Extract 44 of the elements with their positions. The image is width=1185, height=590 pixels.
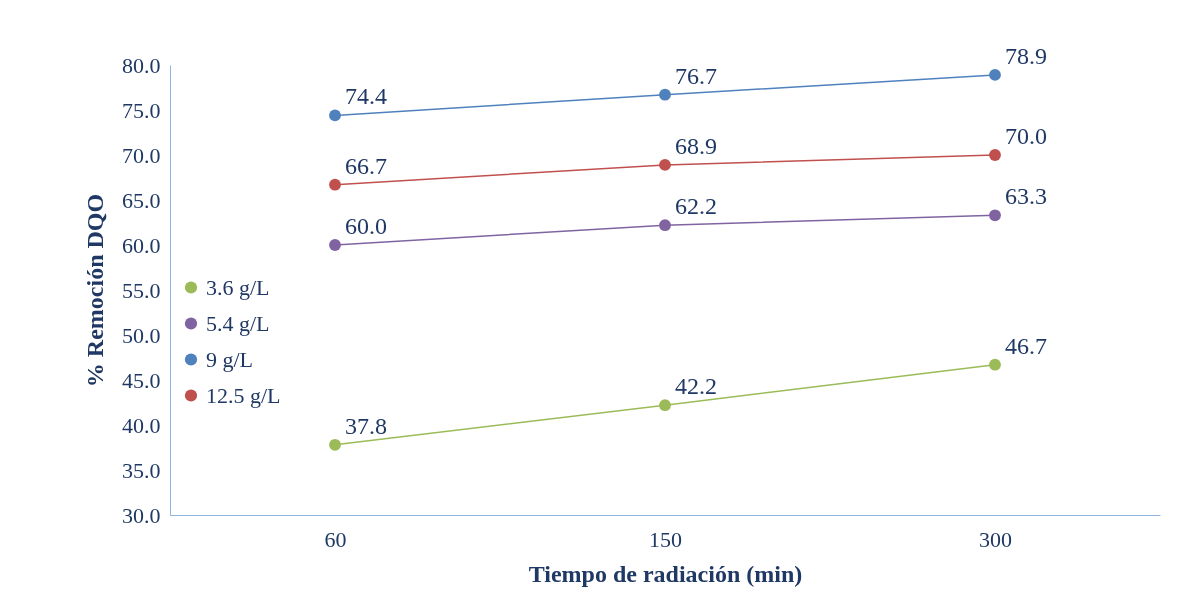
legend-label: 12.5 g/L [206, 382, 281, 408]
data-label: 63.3 [1005, 183, 1047, 210]
y-tick-label: 30.0 [122, 502, 161, 528]
point [659, 159, 671, 171]
data-label: 74.4 [345, 83, 387, 110]
y-axis-title: % Remoción DQO [82, 193, 108, 388]
y-tick-label: 50.0 [122, 322, 161, 348]
x-tick-label: 150 [649, 526, 682, 552]
data-label: 66.7 [345, 152, 387, 179]
x-tick-label: 60 [324, 526, 347, 552]
legend-label: 3.6 g/L [206, 274, 270, 300]
legend-label: 9 g/L [206, 346, 254, 372]
y-tick-label: 55.0 [122, 277, 161, 303]
data-label: 37.8 [345, 412, 387, 439]
data-label: 78.9 [1005, 42, 1047, 69]
y-tick-label: 65.0 [122, 187, 161, 213]
point [659, 219, 671, 232]
point [659, 88, 671, 101]
point [329, 239, 341, 251]
legend-label: 5.4 g/L [206, 310, 270, 336]
y-tick-label: 60.0 [122, 232, 161, 258]
x-tick-label: 300 [979, 526, 1012, 552]
point [989, 69, 1001, 81]
point [989, 358, 1001, 371]
data-label: 68.9 [675, 132, 717, 159]
data-label: 76.7 [675, 62, 717, 89]
point [989, 209, 1001, 222]
y-tick-label: 40.0 [122, 412, 161, 438]
point [989, 149, 1001, 161]
y-tick-label: 35.0 [122, 457, 161, 483]
point [329, 178, 341, 191]
point [329, 109, 341, 122]
data-label: 42.2 [675, 373, 717, 400]
x-axis-title: Tiempo de radiación (min) [528, 560, 803, 587]
point [659, 399, 671, 412]
y-tick-label: 45.0 [122, 367, 161, 393]
data-label: 46.7 [1005, 332, 1047, 359]
data-label: 60.0 [345, 213, 387, 239]
data-label: 70.0 [1005, 123, 1047, 149]
data-label: 62.2 [675, 193, 717, 220]
y-tick-label: 70.0 [122, 142, 161, 168]
point [329, 438, 341, 451]
y-tick-label: 75.0 [122, 97, 161, 123]
y-tick-label: 80.0 [122, 52, 161, 78]
